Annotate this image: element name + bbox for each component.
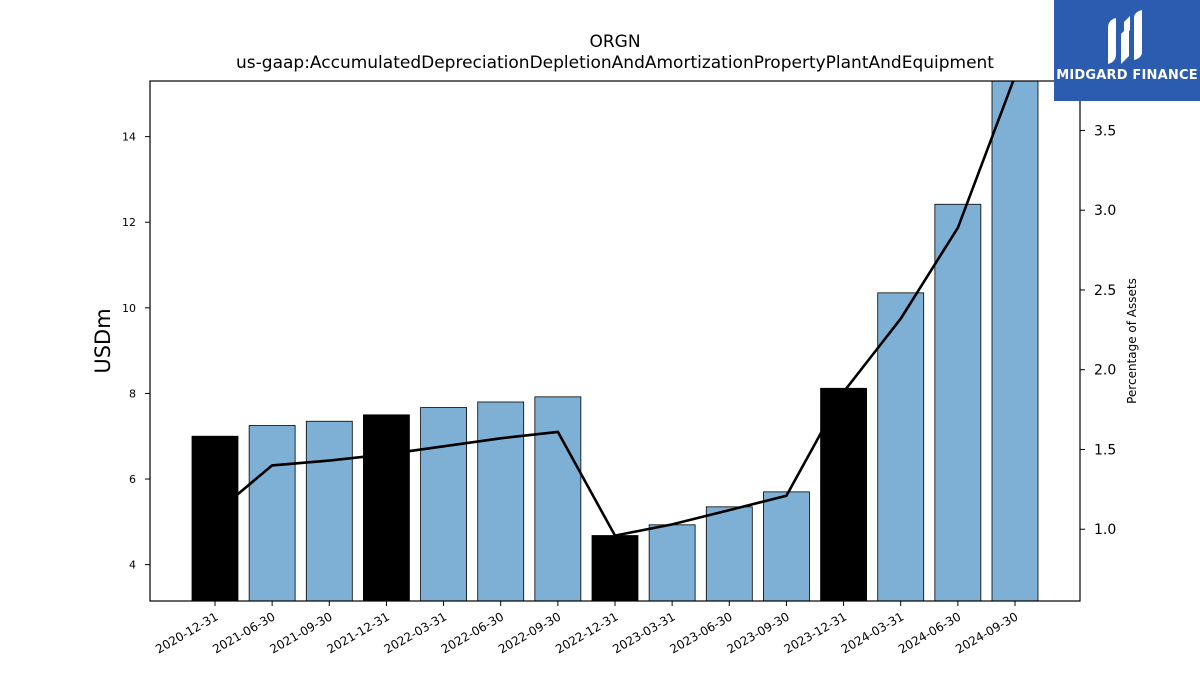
midgard-finance-logo: MIDGARD FINANCE [1054, 0, 1200, 101]
y-tick-label: 10 [122, 302, 136, 315]
bar-2023-12-31 [820, 387, 867, 602]
bar-2021-06-30 [248, 425, 296, 602]
y-tick-label: 12 [122, 216, 136, 229]
line-layer [214, 81, 1015, 538]
x-tick-label: 2024-03-31 [839, 609, 906, 656]
y2-tick-label: 1.0 [1094, 522, 1116, 538]
x-tick-label: 2023-03-31 [610, 609, 677, 656]
bar-2020-12-31 [191, 435, 239, 602]
y2-tick-label: 2.5 [1094, 283, 1116, 299]
bar-2021-12-31 [363, 414, 410, 602]
y2-tick-label: 1.5 [1094, 442, 1116, 458]
x-tick-label: 2022-06-30 [439, 609, 506, 656]
y-tick-label: 14 [122, 131, 136, 144]
y2-tick-label: 3.0 [1094, 203, 1116, 219]
y2-axis-label: Percentage of Assets [1125, 278, 1139, 404]
x-tick-label: 2023-09-30 [725, 609, 792, 656]
x-tick-label: 2021-09-30 [267, 609, 334, 656]
bar-2023-06-30 [705, 506, 753, 602]
logo-text: MIDGARD FINANCE [1056, 68, 1198, 83]
y2-tick-label: 3.5 [1094, 123, 1116, 139]
x-tick-label: 2021-12-31 [325, 609, 392, 656]
x-tick-label: 2024-06-30 [896, 609, 963, 656]
x-axis: 2020-12-312021-06-302021-09-302021-12-31… [153, 601, 1021, 656]
left-axis: 4 6 8 10 12 14 [122, 131, 150, 572]
bar-2023-03-31 [648, 524, 696, 602]
bar-2022-03-31 [420, 407, 467, 602]
bar-2022-12-31 [591, 535, 639, 602]
x-tick-label: 2024-09-30 [953, 609, 1020, 656]
midgard-m-logo-icon [1108, 10, 1142, 64]
x-tick-label: 2023-12-31 [782, 609, 849, 656]
bar-2021-09-30 [305, 420, 353, 602]
x-tick-label: 2022-09-30 [496, 609, 563, 656]
right-axis: 1.0 1.5 2.0 2.5 3.0 3.5 [1080, 123, 1116, 538]
x-tick-label: 2020-12-31 [153, 609, 220, 656]
y-tick-label: 4 [129, 559, 136, 572]
bar-2024-09-30 [991, 80, 1039, 602]
y2-tick-label: 2.0 [1094, 363, 1116, 379]
percentage-line [214, 81, 1015, 538]
x-tick-label: 2023-06-30 [667, 609, 734, 656]
x-tick-label: 2021-06-30 [210, 609, 277, 656]
y-axis-label: USDm [91, 308, 115, 373]
y-tick-label: 8 [129, 387, 136, 400]
bar-2022-09-30 [534, 396, 582, 602]
bar-2024-03-31 [877, 292, 925, 602]
bar-2023-09-30 [763, 491, 810, 602]
x-tick-label: 2022-12-31 [553, 609, 620, 656]
y-tick-label: 6 [129, 473, 136, 486]
bar-2024-06-30 [934, 203, 982, 602]
bar-2022-06-30 [477, 401, 525, 602]
chart-subtitle: us-gaap:AccumulatedDepreciationDepletion… [236, 53, 994, 73]
chart-title: ORGN [589, 32, 641, 52]
bars-group [191, 80, 1039, 602]
x-tick-label: 2022-03-31 [382, 609, 449, 656]
